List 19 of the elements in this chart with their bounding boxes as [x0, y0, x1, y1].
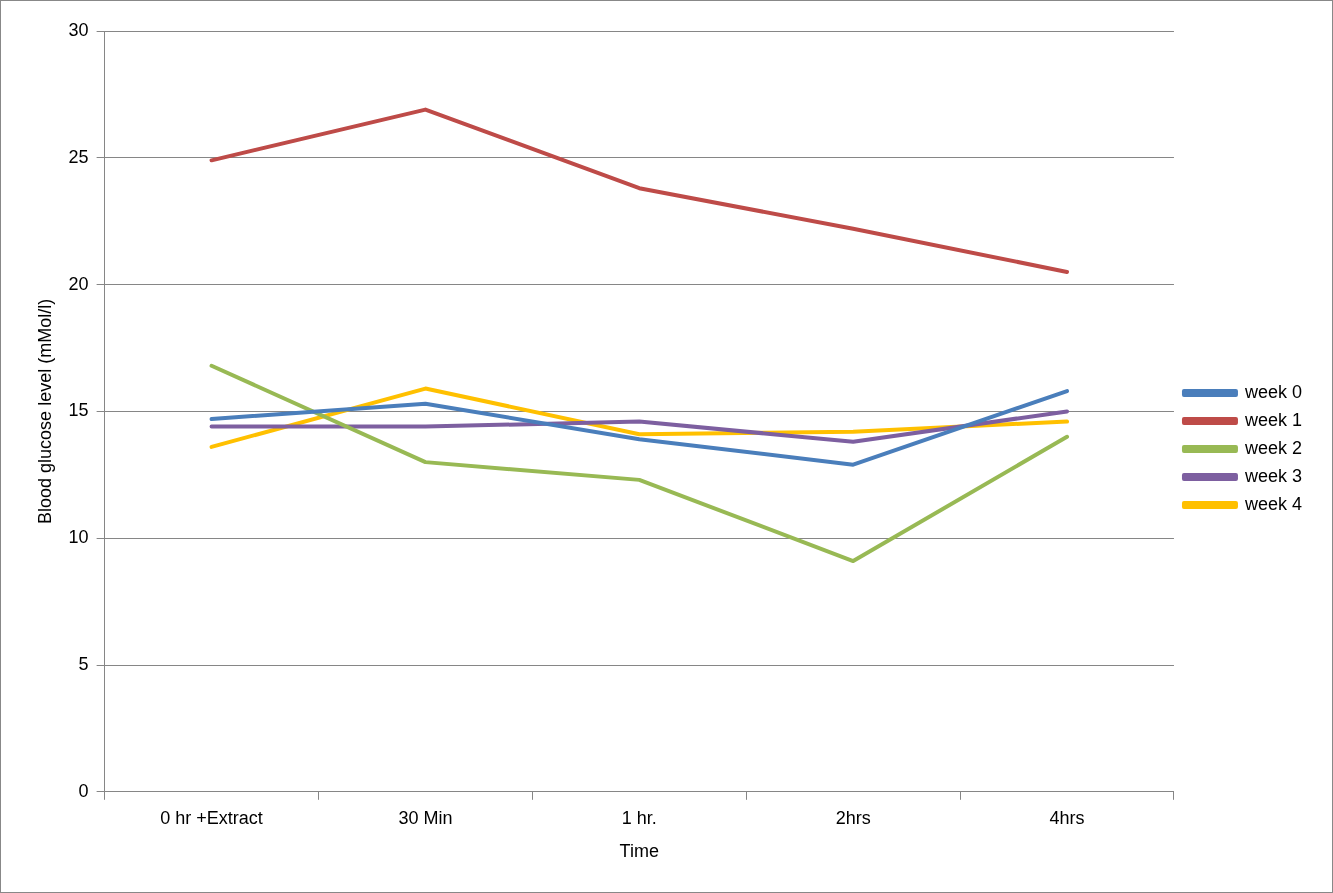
y-tick-label: 25 — [68, 146, 89, 167]
legend-label: week 2 — [1243, 437, 1303, 458]
y-axis-title: Blood glucose level (mMol/l) — [34, 298, 55, 524]
legend-label: week 3 — [1243, 465, 1303, 486]
y-tick-label: 5 — [78, 653, 89, 674]
legend-label: week 0 — [1243, 381, 1303, 402]
y-tick-label: 10 — [68, 527, 89, 548]
x-tick-label: 0 hr +Extract — [160, 807, 263, 828]
legend-label: week 1 — [1243, 409, 1303, 430]
y-tick-label: 0 — [78, 780, 89, 801]
legend-label: week 4 — [1243, 493, 1303, 514]
y-tick-label: 20 — [68, 273, 89, 294]
x-tick-label: 1 hr. — [621, 807, 657, 828]
x-tick-label: 30 Min — [398, 807, 453, 828]
y-tick-label: 15 — [68, 400, 89, 421]
x-axis-title: Time — [619, 841, 659, 862]
x-tick-label: 2hrs — [835, 807, 871, 828]
x-tick-label: 4hrs — [1049, 807, 1085, 828]
y-tick-label: 30 — [68, 19, 89, 40]
